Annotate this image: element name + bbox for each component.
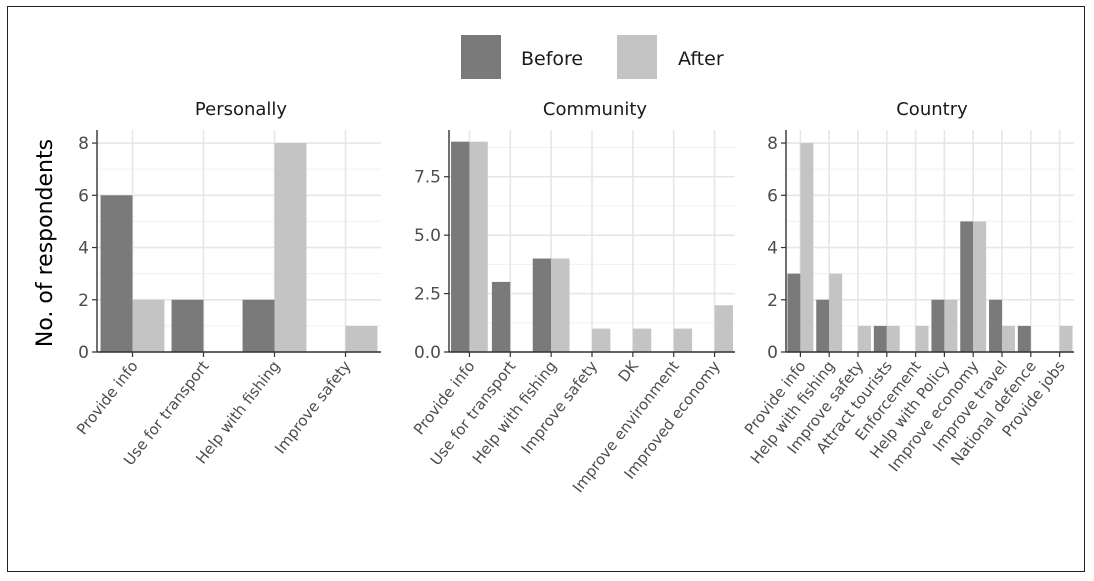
bar-before-7 — [989, 299, 1002, 352]
bar-after-7 — [1002, 325, 1015, 352]
bar-after-5 — [944, 299, 958, 352]
y-tick-label: 2 — [767, 291, 778, 311]
y-tick-label: 8 — [78, 134, 89, 154]
bar-after-2 — [551, 258, 570, 352]
bar-before-0 — [451, 141, 470, 352]
bar-after-3 — [592, 328, 611, 352]
x-tick-label: Improve safety — [271, 357, 355, 457]
bar-before-1 — [816, 299, 830, 352]
figure-frame — [7, 6, 1085, 572]
y-tick-label: 0 — [767, 343, 778, 363]
x-tick-label: Provide info — [73, 357, 142, 438]
y-tick-label: 5.0 — [414, 226, 441, 246]
y-tick-label: 0.0 — [414, 343, 441, 363]
legend-label-before: Before — [521, 48, 583, 70]
panel-title: Community — [543, 99, 648, 120]
bar-before-5 — [931, 299, 945, 352]
bar-before-2 — [532, 258, 552, 352]
y-tick-label: 4 — [767, 239, 778, 259]
y-tick-label: 2 — [78, 291, 89, 311]
bar-after-0 — [469, 141, 488, 352]
bar-after-9 — [1059, 325, 1073, 352]
bar-after-2 — [274, 143, 307, 352]
bar-before-0 — [787, 273, 801, 352]
y-tick-label: 6 — [767, 186, 778, 206]
bar-after-3 — [886, 325, 900, 352]
panel-title: Personally — [195, 99, 288, 120]
y-tick-label: 2.5 — [414, 285, 441, 305]
legend-swatch-before — [461, 35, 501, 79]
y-tick-label: 4 — [78, 239, 89, 259]
y-tick-label: 0 — [78, 343, 89, 363]
panel-title: Country — [896, 99, 968, 120]
bar-after-6 — [714, 305, 733, 352]
y-tick-label: 8 — [767, 134, 778, 154]
bar-after-4 — [915, 325, 929, 352]
y-axis-label: No. of respondents — [33, 139, 58, 347]
bar-after-2 — [858, 325, 871, 352]
bar-before-1 — [171, 299, 204, 352]
bar-after-0 — [132, 299, 165, 352]
bar-after-1 — [829, 273, 843, 352]
y-tick-label: 6 — [78, 186, 89, 206]
x-tick-label: DK — [615, 356, 643, 385]
bar-before-6 — [960, 221, 974, 352]
legend-swatch-after — [617, 35, 657, 79]
bar-after-4 — [632, 328, 652, 352]
bar-before-8 — [1017, 325, 1031, 352]
bar-before-1 — [491, 281, 511, 352]
bar-after-5 — [673, 328, 693, 352]
bar-before-0 — [100, 195, 133, 352]
bar-after-3 — [345, 325, 378, 352]
legend: Before After — [461, 35, 724, 79]
x-tick-label: Improve safety — [518, 357, 602, 457]
bar-after-6 — [973, 221, 987, 352]
bar-before-2 — [242, 299, 275, 352]
bar-before-3 — [873, 325, 887, 352]
y-tick-label: 7.5 — [414, 168, 441, 188]
bar-after-0 — [800, 143, 814, 352]
legend-label-after: After — [678, 48, 724, 70]
